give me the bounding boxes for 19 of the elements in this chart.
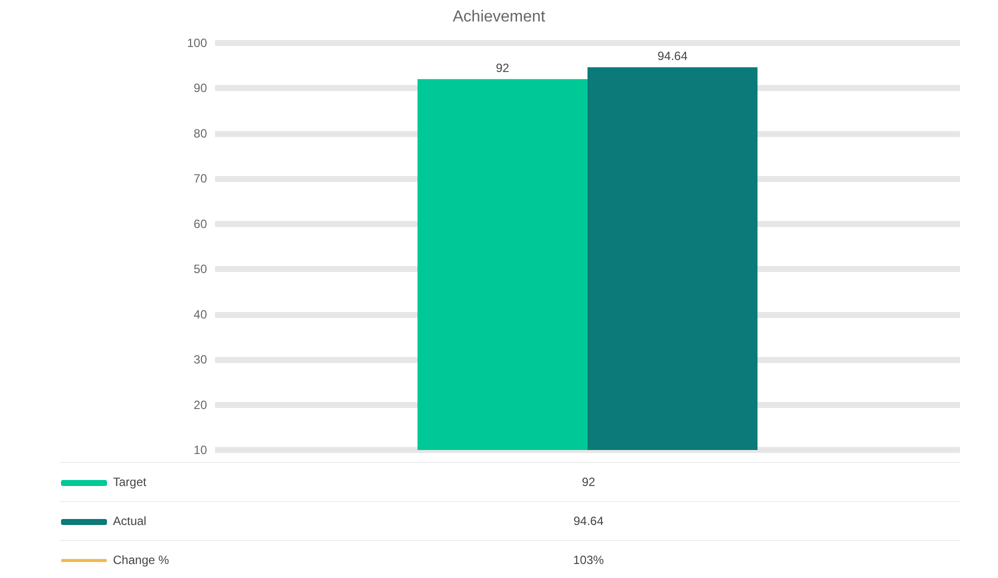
y-tick-label: 70 [194, 172, 208, 186]
text: 92 [582, 475, 596, 489]
y-tick-label: 50 [194, 262, 208, 276]
chart-title: Achievement [452, 8, 546, 26]
y-tick-label: 100 [186, 36, 208, 50]
y-tick-label: 20 [194, 398, 208, 412]
legend-label: Change % [60, 540, 217, 578]
y-tick-label: 30 [194, 352, 208, 367]
y-tick-label: 40 [194, 307, 208, 322]
text: 103% [573, 553, 604, 567]
y-tick-label: 60 [194, 216, 208, 231]
y-tick-label: 80 [194, 126, 208, 140]
data-label: 94.64 [657, 49, 688, 64]
y-tick-label: 90 [194, 81, 208, 96]
text: 94.64 [573, 514, 604, 528]
legend-label: Actual [60, 502, 217, 540]
data-label: 92 [496, 61, 510, 76]
y-tick-label: 10 [194, 443, 208, 457]
legend-label: Target [60, 462, 217, 502]
